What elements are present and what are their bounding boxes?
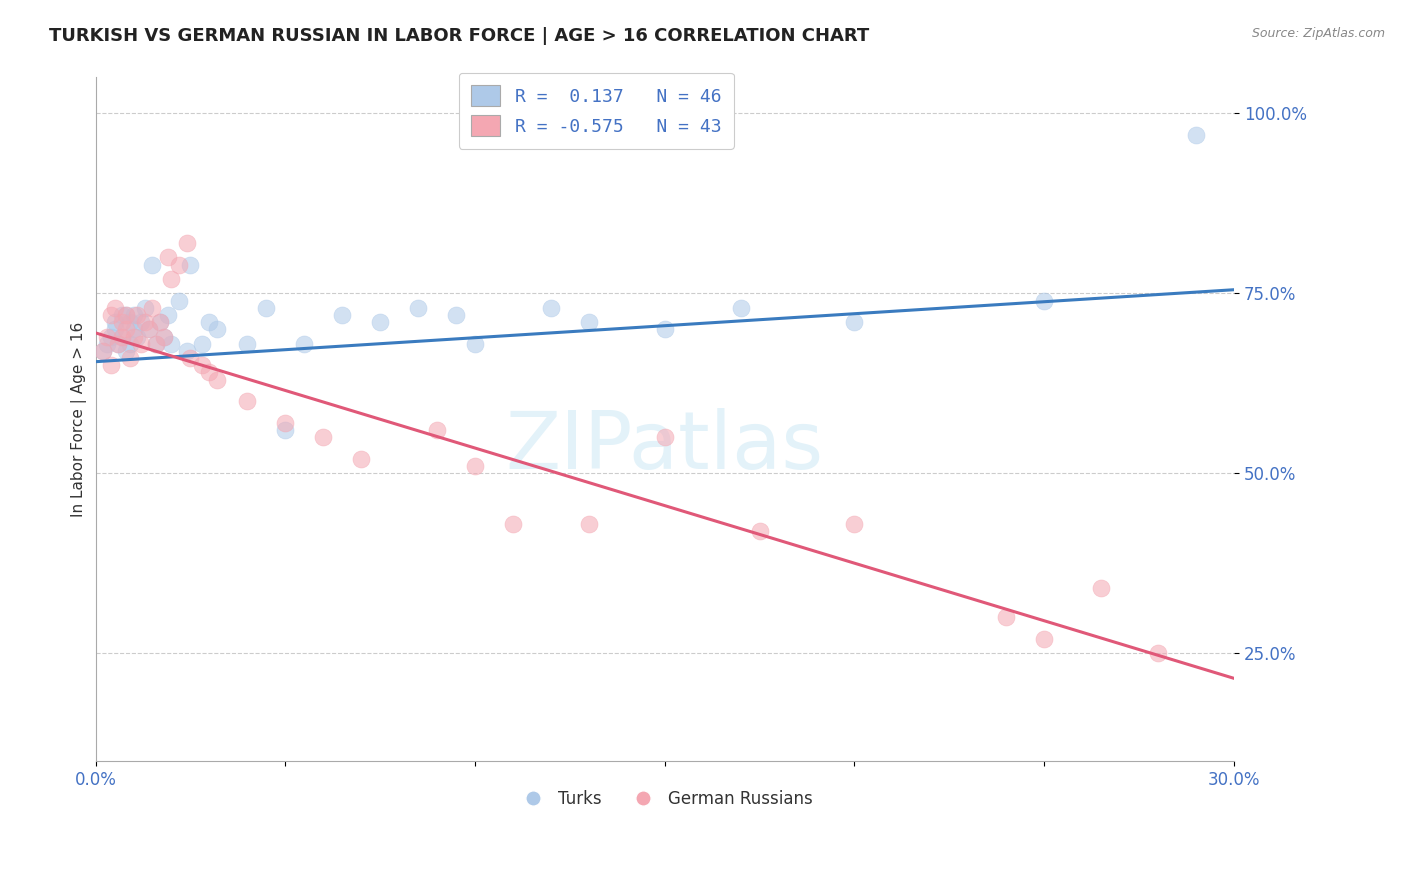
- Point: [167, 258, 190, 272]
- Point: [145, 336, 167, 351]
- Point: [426, 423, 449, 437]
- Point: [1185, 128, 1208, 142]
- Point: [176, 343, 198, 358]
- Point: [198, 315, 221, 329]
- Point: [205, 322, 228, 336]
- Point: [730, 301, 752, 315]
- Point: [350, 451, 373, 466]
- Point: [96, 336, 118, 351]
- Point: [153, 329, 176, 343]
- Point: [156, 251, 179, 265]
- Point: [444, 308, 467, 322]
- Point: [118, 336, 141, 351]
- Point: [111, 329, 134, 343]
- Point: [654, 430, 676, 444]
- Point: [330, 308, 353, 322]
- Point: [191, 336, 214, 351]
- Point: [100, 308, 122, 322]
- Point: [312, 430, 335, 444]
- Point: [118, 315, 141, 329]
- Point: [149, 315, 172, 329]
- Point: [149, 315, 172, 329]
- Y-axis label: In Labor Force | Age > 16: In Labor Force | Age > 16: [72, 322, 87, 516]
- Text: TURKISH VS GERMAN RUSSIAN IN LABOR FORCE | AGE > 16 CORRELATION CHART: TURKISH VS GERMAN RUSSIAN IN LABOR FORCE…: [49, 27, 869, 45]
- Point: [122, 329, 145, 343]
- Point: [578, 516, 600, 531]
- Point: [156, 308, 179, 322]
- Point: [153, 329, 176, 343]
- Point: [103, 322, 125, 336]
- Point: [138, 322, 160, 336]
- Point: [91, 343, 114, 358]
- Point: [96, 329, 118, 343]
- Point: [129, 315, 152, 329]
- Point: [540, 301, 562, 315]
- Point: [111, 315, 134, 329]
- Point: [91, 343, 114, 358]
- Point: [274, 423, 297, 437]
- Point: [167, 293, 190, 308]
- Point: [1033, 632, 1056, 646]
- Point: [160, 272, 183, 286]
- Point: [129, 336, 152, 351]
- Point: [122, 322, 145, 336]
- Point: [107, 336, 129, 351]
- Point: [115, 308, 138, 322]
- Point: [502, 516, 524, 531]
- Point: [995, 610, 1018, 624]
- Point: [578, 315, 600, 329]
- Point: [464, 336, 486, 351]
- Point: [134, 315, 156, 329]
- Point: [748, 524, 770, 538]
- Point: [654, 322, 676, 336]
- Point: [141, 258, 163, 272]
- Point: [1147, 646, 1170, 660]
- Point: [292, 336, 315, 351]
- Point: [160, 336, 183, 351]
- Point: [127, 308, 149, 322]
- Point: [127, 329, 149, 343]
- Point: [205, 373, 228, 387]
- Point: [111, 329, 134, 343]
- Point: [122, 308, 145, 322]
- Point: [176, 235, 198, 250]
- Point: [145, 336, 167, 351]
- Point: [1033, 293, 1056, 308]
- Point: [1090, 582, 1112, 596]
- Point: [138, 322, 160, 336]
- Legend: Turks, German Russians: Turks, German Russians: [510, 783, 820, 814]
- Point: [115, 308, 138, 322]
- Point: [254, 301, 277, 315]
- Point: [368, 315, 391, 329]
- Point: [134, 301, 156, 315]
- Point: [179, 351, 201, 365]
- Point: [191, 359, 214, 373]
- Point: [111, 308, 134, 322]
- Point: [844, 516, 866, 531]
- Point: [141, 301, 163, 315]
- Point: [198, 366, 221, 380]
- Text: ZIPatlas: ZIPatlas: [506, 408, 824, 485]
- Point: [115, 322, 138, 336]
- Point: [274, 416, 297, 430]
- Point: [236, 336, 259, 351]
- Point: [100, 329, 122, 343]
- Point: [236, 394, 259, 409]
- Point: [844, 315, 866, 329]
- Point: [100, 359, 122, 373]
- Point: [118, 351, 141, 365]
- Text: Source: ZipAtlas.com: Source: ZipAtlas.com: [1251, 27, 1385, 40]
- Point: [464, 458, 486, 473]
- Point: [103, 301, 125, 315]
- Point: [406, 301, 429, 315]
- Point: [107, 336, 129, 351]
- Point: [179, 258, 201, 272]
- Point: [115, 343, 138, 358]
- Point: [103, 315, 125, 329]
